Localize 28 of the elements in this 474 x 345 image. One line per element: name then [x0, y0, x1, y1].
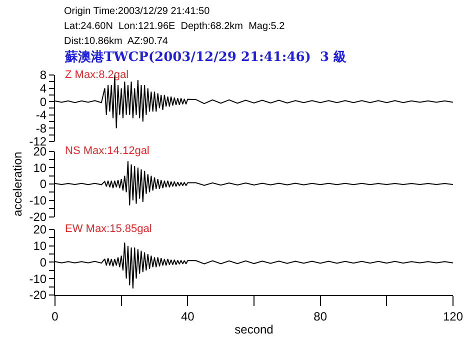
y-axis-title: acceleration	[10, 152, 25, 216]
x-tick-label: 0	[52, 309, 59, 324]
annotation: NS Max:14.12gal	[65, 145, 150, 157]
x-tick-label: 80	[314, 309, 328, 324]
y-tick-label: -8	[36, 121, 47, 136]
y-tick-label: 0	[40, 255, 47, 270]
x-tick-label: 120	[442, 309, 464, 324]
x-axis-title: second	[234, 322, 274, 336]
y-tick-label: -20	[29, 210, 47, 224]
chart-title: 蘇澳港TWCP(2003/12/29 21:41:46) 3 級	[64, 49, 348, 65]
annotation: EW Max:15.85gal	[65, 223, 152, 235]
y-tick-label: 20	[33, 144, 47, 158]
y-tick-label: 0	[40, 177, 47, 192]
y-tick-label: 0	[40, 94, 47, 109]
text: Lat:24.60N Lon:121.96E Depth:68.2km Mag:5.2	[64, 21, 286, 32]
y-tick-label: 4	[40, 82, 47, 96]
text: Dist:10.86km AZ:90.74	[64, 36, 168, 47]
y-tick-label: -10	[29, 272, 47, 286]
y-tick-label: 20	[33, 222, 47, 237]
y-tick-label: 10	[33, 160, 47, 175]
y-tick-label: -20	[29, 288, 47, 302]
text: Origin Time:2003/12/29 21:41:50	[64, 6, 210, 17]
x-tick-label: 40	[180, 309, 195, 324]
y-tick-label: -10	[29, 194, 47, 208]
y-tick-label: 8	[40, 68, 47, 82]
y-tick-label: -4	[36, 108, 47, 122]
annotation: Z Max:8.2gal	[65, 69, 129, 81]
y-tick-label: 10	[33, 239, 47, 254]
